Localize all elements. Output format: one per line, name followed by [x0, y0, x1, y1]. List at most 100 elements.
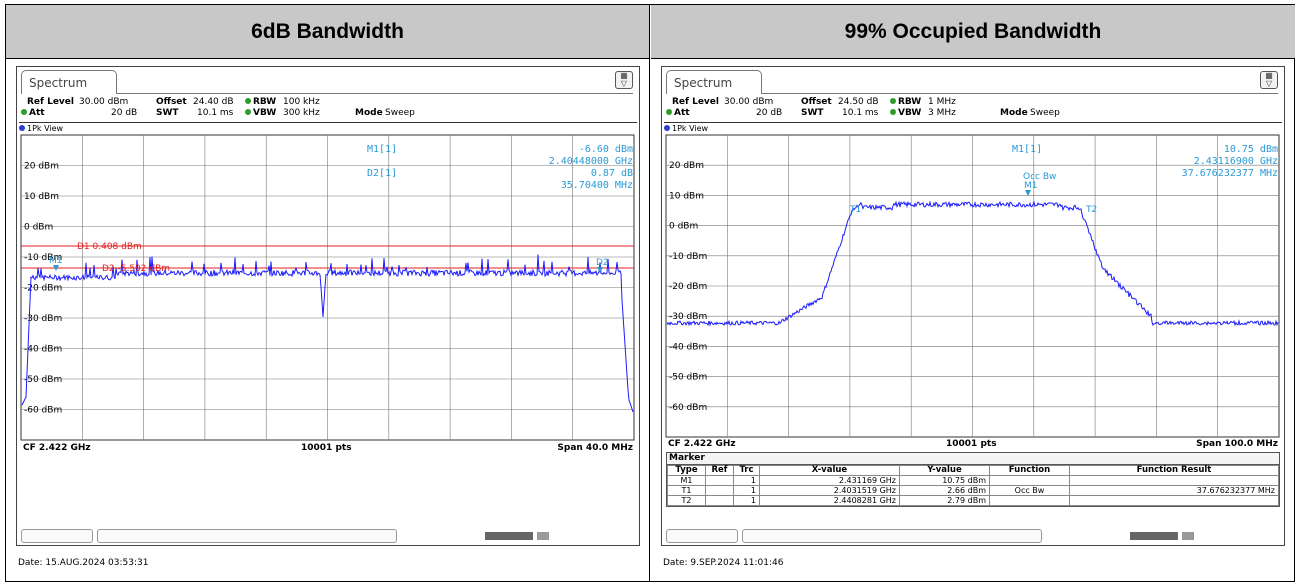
y-tick-label: -10 dBm — [669, 252, 707, 262]
center-frequency: CF 2.422 GHz — [23, 443, 91, 453]
timestamp: Date: 15.AUG.2024 03:53:31 — [18, 558, 149, 568]
y-tick-label: -20 dBm — [24, 284, 62, 294]
d2-line-label: D2 -5.592 dBm — [102, 264, 170, 274]
status-field[interactable] — [666, 529, 738, 543]
mode-label: Mode — [1000, 108, 1028, 118]
y-tick-label: -60 dBm — [24, 406, 62, 416]
spectrum-screenshot: Spectrum ▦ ▽ Ref Level 30.00 dBm Offset 2… — [661, 66, 1285, 546]
view-label: 1Pk View — [19, 122, 637, 133]
settings-icon[interactable]: ▦ ▽ — [1260, 71, 1278, 89]
spectrum-tab[interactable]: Spectrum — [21, 70, 117, 94]
m1-readout-level: -6.60 dBm — [578, 144, 633, 155]
spectrum-tab[interactable]: Spectrum — [666, 70, 762, 94]
y-tick-label: 0 dBm — [24, 223, 53, 233]
att-value: 20 dB — [111, 108, 138, 118]
mode-value: Sweep — [1030, 108, 1060, 118]
d2-readout-freq: 35.70400 MHz — [560, 180, 633, 191]
offset-value: 24.40 dB — [193, 97, 234, 107]
view-label: 1Pk View — [664, 122, 1282, 133]
swt-label: SWT — [156, 108, 179, 118]
m1-marker-label: M1 — [49, 256, 63, 266]
status-field[interactable] — [21, 529, 93, 543]
status-message-field[interactable] — [97, 529, 397, 543]
y-tick-label: 10 dBm — [24, 192, 59, 202]
d2-readout-level: 0.87 dB — [590, 168, 633, 179]
m1-readout-level: 10.75 dBm — [1223, 144, 1278, 155]
y-tick-label: 20 dBm — [669, 161, 704, 171]
marker-table-title: Marker — [667, 453, 1279, 465]
rbw-label: RBW — [253, 97, 277, 107]
y-tick-label: -10 dBm — [24, 253, 62, 263]
m1-marker-icon — [53, 265, 59, 271]
panel-99-occupied-bandwidth: 99% Occupied Bandwidth Spectrum ▦ ▽ Ref L… — [651, 5, 1295, 581]
offset-value: 24.50 dB — [838, 97, 879, 107]
ref-level-value: 30.00 dBm — [79, 97, 129, 107]
y-axis-labels: 20 dBm 10 dBm 0 dBm -10 dBm -20 dBm -30 dBm -4… — [669, 161, 707, 413]
y-tick-label: -20 dBm — [669, 282, 707, 292]
occ-bw-readout: 37.676232377 MHz — [1181, 168, 1278, 179]
plot-grid — [666, 135, 1279, 437]
att-label: Att — [674, 108, 690, 118]
y-tick-label: 10 dBm — [669, 191, 704, 201]
settings-icon[interactable]: ▦ ▽ — [615, 71, 633, 89]
trace-line — [21, 254, 634, 413]
sweep-points: 10001 pts — [946, 439, 997, 449]
ref-level-value: 30.00 dBm — [724, 97, 774, 107]
y-tick-label: -30 dBm — [669, 312, 707, 322]
sweep-points: 10001 pts — [301, 443, 352, 453]
y-axis-labels: 20 dBm 10 dBm 0 dBm -10 dBm -20 dBm -30 dBm -4… — [24, 162, 62, 416]
m1-readout-name: M1[1] — [1012, 144, 1043, 155]
spectrum-screenshot: Spectrum ▦ ▽ Ref Level 30.00 dBm Offset 2… — [16, 66, 640, 546]
ref-level-label: Ref Level — [672, 97, 719, 107]
spectrum-plot: 20 dBm 10 dBm 0 dBm -10 dBm -20 dBm -30 dBm -4… — [665, 134, 1280, 438]
m1-readout-freq: 2.40448000 GHz — [548, 156, 633, 167]
table-row: T2 1 2.4408281 GHz 2.79 dBm — [667, 495, 1279, 506]
occ-bw-label: Occ Bw — [1023, 172, 1056, 182]
mode-label: Mode — [355, 108, 383, 118]
trace-line — [666, 200, 1279, 327]
marker-table-header: Type Ref Trc X-value Y-value Function Fu… — [667, 465, 1279, 476]
span: Span 40.0 MHz — [557, 443, 633, 453]
timestamp: Date: 9.SEP.2024 11:01:46 — [663, 558, 784, 568]
vbw-value: 3 MHz — [928, 108, 956, 118]
rbw-value: 1 MHz — [928, 97, 956, 107]
plot-footer: CF 2.422 GHz 10001 pts Span 40.0 MHz — [21, 443, 635, 455]
ref-level-label: Ref Level — [27, 97, 74, 107]
y-tick-label: 20 dBm — [24, 162, 59, 172]
progress-indicator — [1130, 532, 1178, 540]
progress-indicator — [485, 532, 533, 540]
plot-footer: CF 2.422 GHz 10001 pts Span 100.0 MHz — [666, 439, 1280, 451]
y-tick-label: -50 dBm — [24, 375, 62, 385]
t2-marker-label: T2 — [1085, 205, 1097, 215]
y-tick-label: -60 dBm — [669, 403, 707, 413]
m1-readout-freq: 2.43116900 GHz — [1193, 156, 1278, 167]
spectrum-plot: 20 dBm 10 dBm 0 dBm -10 dBm -20 dBm -30 dBm -4… — [20, 134, 635, 441]
vbw-value: 300 kHz — [283, 108, 320, 118]
rbw-value: 100 kHz — [283, 97, 320, 107]
y-tick-label: -30 dBm — [24, 314, 62, 324]
m1-marker-label: M1 — [1024, 181, 1038, 191]
mode-value: Sweep — [385, 108, 415, 118]
panel-6db-bandwidth: 6dB Bandwidth Spectrum ▦ ▽ Ref Level 30.0… — [6, 5, 650, 581]
span: Span 100.0 MHz — [1196, 439, 1278, 449]
d2-readout-name: D2[1] — [367, 168, 398, 179]
offset-label: Offset — [156, 97, 187, 107]
d2-marker-label: D2 — [596, 258, 609, 268]
offset-label: Offset — [801, 97, 832, 107]
att-value: 20 dB — [756, 108, 783, 118]
panel-title: 99% Occupied Bandwidth — [651, 5, 1295, 59]
vbw-label: VBW — [253, 108, 277, 118]
m1-readout-name: M1[1] — [367, 144, 398, 155]
status-bar — [666, 529, 1280, 543]
status-message-field[interactable] — [742, 529, 1042, 543]
swt-label: SWT — [801, 108, 824, 118]
rbw-label: RBW — [898, 97, 922, 107]
swt-value: 10.1 ms — [842, 108, 879, 118]
d1-line-label: D1 0.408 dBm — [77, 242, 142, 252]
y-tick-label: -40 dBm — [669, 342, 707, 352]
table-row: T1 1 2.4031519 GHz 2.66 dBm Occ Bw 37.67… — [667, 485, 1279, 496]
vbw-label: VBW — [898, 108, 922, 118]
marker-table: Marker Type Ref Trc X-value Y-value Func… — [666, 452, 1280, 507]
y-tick-label: 0 dBm — [669, 222, 698, 232]
report-frame: 6dB Bandwidth Spectrum ▦ ▽ Ref Level 30.0… — [5, 4, 1295, 582]
